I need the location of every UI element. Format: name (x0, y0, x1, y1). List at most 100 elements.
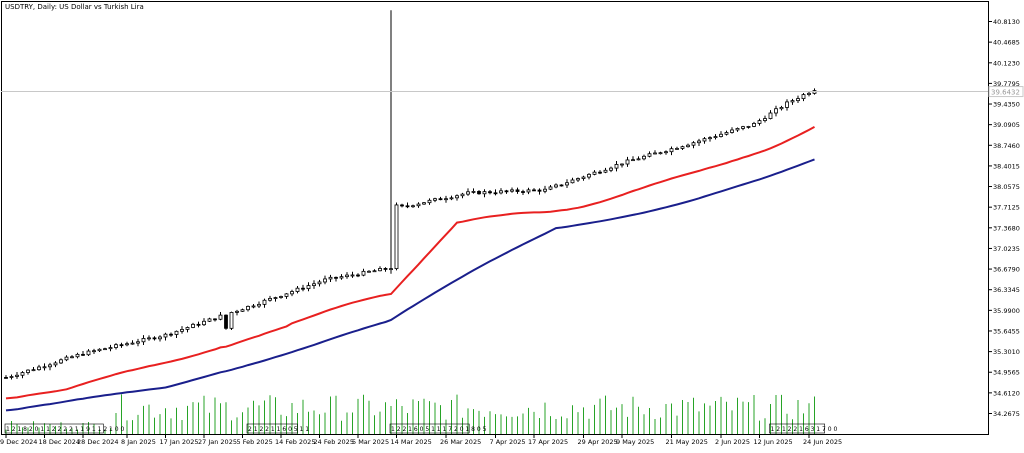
candle-body (801, 94, 806, 100)
candle (75, 352, 80, 359)
candle-body (394, 204, 399, 270)
candle (790, 98, 795, 105)
candle (455, 194, 459, 201)
y-tick-label: 38.4015 (993, 162, 1020, 170)
candle (400, 203, 404, 208)
candle-body (284, 293, 289, 297)
candle-body (59, 359, 63, 364)
candle-body (163, 333, 168, 338)
candle (119, 342, 124, 348)
candle-body (119, 344, 124, 347)
y-tick-label: 36.3345 (993, 286, 1020, 294)
candle (477, 190, 481, 195)
candle (284, 293, 289, 299)
candle (136, 338, 140, 347)
candle (317, 279, 322, 287)
candle-body (702, 138, 707, 142)
x-tick-label: 24 Feb 2025 (314, 438, 354, 446)
candle (438, 196, 443, 201)
y-tick-label: 40.8130 (993, 18, 1020, 26)
candle-body (108, 347, 113, 350)
candle-body (587, 173, 591, 178)
session-marker-label: 1 2 1 2 2 1 6 3 1 7 0 0 (771, 426, 838, 433)
candle-body (26, 369, 30, 373)
candle (372, 269, 377, 273)
candle (213, 318, 217, 322)
candle-body (174, 330, 179, 335)
candle (741, 125, 745, 131)
candle (59, 358, 63, 365)
candle (466, 188, 470, 196)
x-tick-label: 28 Dec 2024 (77, 438, 119, 446)
candle (471, 188, 476, 194)
candle-body (554, 184, 558, 188)
candle (257, 301, 261, 308)
candle (48, 362, 52, 371)
candle (482, 189, 487, 198)
candle-body (515, 189, 520, 192)
candle-body (169, 333, 173, 336)
candle-body (378, 268, 382, 272)
candle-body (323, 278, 327, 283)
candle-body (268, 297, 272, 301)
candle (675, 146, 679, 150)
candle (229, 311, 234, 330)
candle-body (147, 337, 151, 340)
candle-body (37, 366, 41, 371)
candle-body (64, 356, 69, 361)
candle-body (642, 155, 646, 160)
candle-body (15, 374, 19, 377)
candle (697, 138, 701, 146)
candle-body (482, 191, 487, 195)
candle-body (774, 108, 778, 114)
candle (603, 167, 608, 174)
candle-body (735, 128, 740, 131)
y-tick-label: 40.1230 (993, 59, 1020, 67)
candle-body (631, 159, 635, 162)
candle-body (653, 152, 657, 155)
candle-body (257, 303, 261, 307)
candle (9, 374, 14, 380)
candle (565, 179, 569, 188)
candle (394, 202, 399, 271)
candle (268, 295, 272, 302)
candle-body (334, 276, 338, 279)
y-tick-label: 39.4350 (993, 101, 1020, 109)
session-marker: 2 1 2 2 1 1 6 0 5 1 1 (246, 423, 309, 434)
candle (807, 91, 811, 97)
candle (108, 344, 113, 352)
candle (796, 95, 800, 103)
candle-body (20, 372, 25, 376)
candle-body (53, 362, 58, 366)
candle-body (532, 189, 536, 192)
candle-body (202, 320, 206, 326)
candle (735, 127, 740, 132)
candle (801, 92, 806, 102)
candle (774, 105, 778, 117)
candle (15, 372, 19, 379)
candle-body (356, 274, 360, 277)
x-tick-label: 29 Apr 2025 (578, 438, 618, 446)
candle-body (229, 312, 234, 329)
candle (691, 141, 696, 149)
candle (669, 146, 674, 156)
candle-body (273, 297, 278, 299)
candle (262, 298, 267, 308)
candle (361, 268, 366, 277)
moving-averages (5, 126, 815, 412)
candle (779, 105, 784, 111)
candle (702, 136, 707, 144)
candle-body (4, 377, 8, 379)
session-marker: 1 2 2 1 6 0 5 1 1 1 7 2 0 1 8 0 5 (389, 423, 487, 434)
candle-body (81, 353, 85, 356)
candle-body (543, 188, 547, 192)
candle (708, 136, 712, 142)
candle-body (603, 169, 608, 173)
candle-body (449, 197, 454, 200)
x-tick-label: 17 Jan 2025 (160, 438, 199, 446)
candle (422, 202, 426, 205)
candle (504, 189, 509, 194)
y-tick-label: 37.0235 (993, 245, 1020, 253)
